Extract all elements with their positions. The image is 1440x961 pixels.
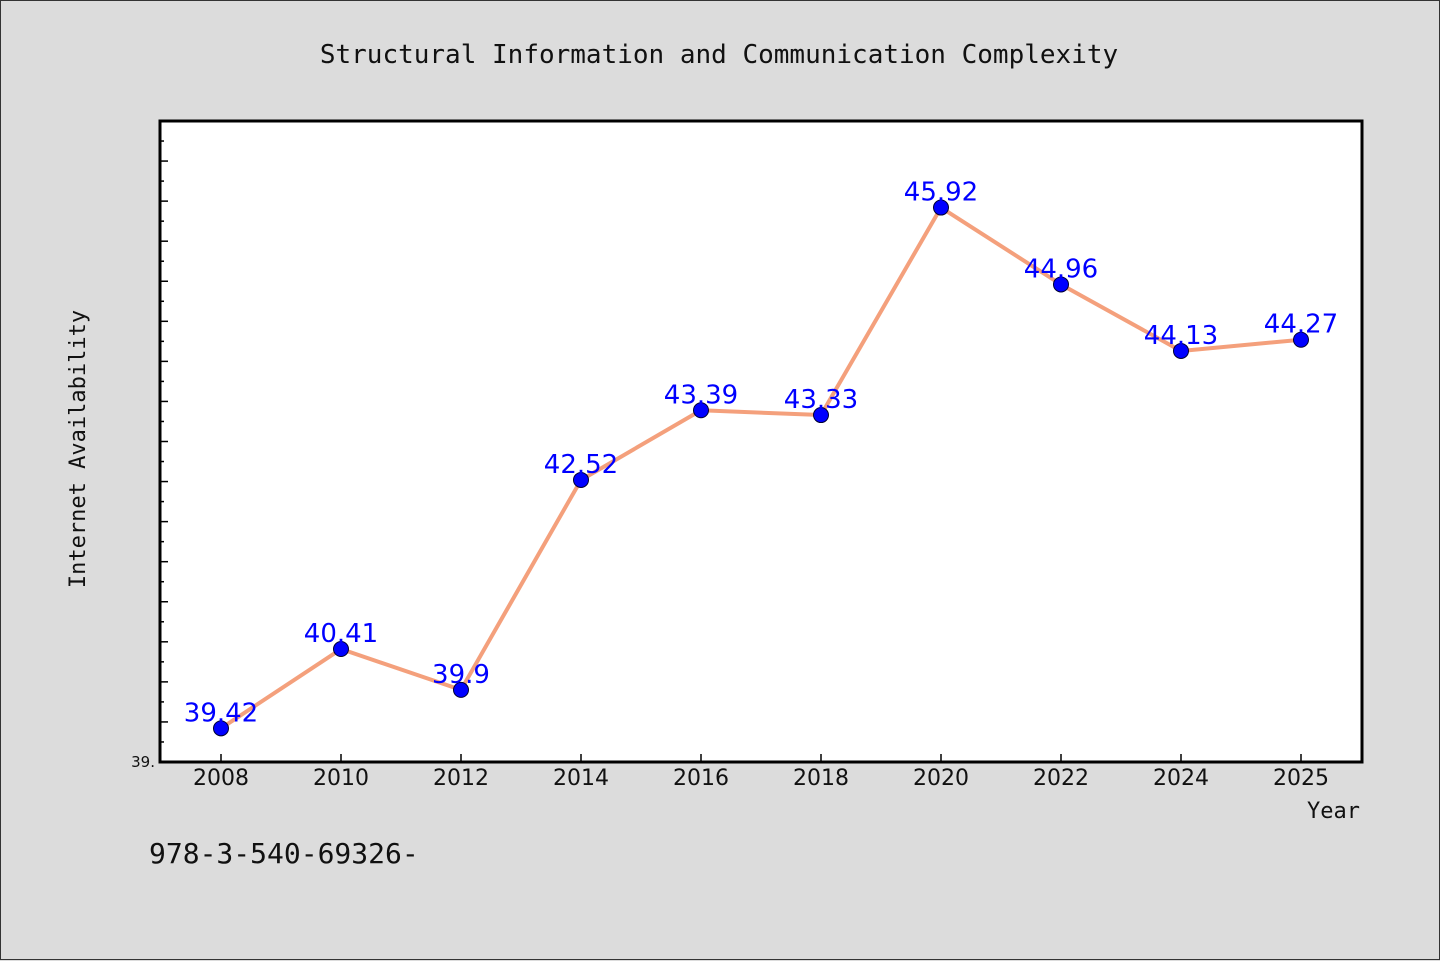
x-tick-label: 2018: [793, 766, 849, 791]
data-label: 44.96: [1024, 254, 1098, 284]
x-tick-label: 2008: [193, 766, 249, 791]
series-line: [219, 205, 1303, 731]
data-point: [693, 402, 709, 419]
data-point: [1053, 276, 1069, 293]
data-point: [933, 199, 949, 216]
x-tick-label: 2022: [1033, 766, 1089, 791]
data-label: 44.27: [1264, 310, 1338, 340]
series-layer: 39.42 40.41 39.9 42.52 43.39 43.33 45.92 44.96 4…: [184, 178, 1338, 737]
data-point: [573, 471, 589, 488]
x-tick-label: 2016: [673, 766, 729, 791]
y-tick-label: 39.: [131, 753, 155, 771]
data-label: 39.42: [184, 698, 258, 728]
data-point: [1173, 342, 1189, 359]
data-point: [213, 720, 229, 737]
y-axis-label: Internet Availability: [66, 310, 91, 588]
data-point: [1293, 331, 1309, 348]
plot-area: [158, 119, 1364, 764]
data-point: [813, 407, 829, 424]
data-point: [333, 641, 349, 658]
data-point: [453, 681, 469, 698]
data-label: 44.13: [1144, 321, 1218, 351]
y-axis-ticks: [160, 120, 168, 763]
x-tick-label: 2020: [913, 766, 969, 791]
x-tick-label: 2010: [313, 766, 369, 791]
footnote-text: 978-3-540-69326-: [149, 837, 419, 870]
data-label: 43.33: [784, 385, 858, 415]
x-tick-label: 2012: [433, 766, 489, 791]
x-tick-label: 2024: [1153, 766, 1209, 791]
x-axis-ticks: 2008 2010 2012 2014 2016 2018 2020 2022 2024 2025: [193, 754, 1329, 791]
data-label: 45.92: [904, 178, 978, 208]
data-label: 40.41: [304, 619, 378, 649]
x-axis-label: Year: [1307, 799, 1360, 824]
data-label: 39.9: [432, 660, 490, 690]
chart-title: Structural Information and Communication…: [320, 40, 1118, 70]
data-label: 43.39: [664, 380, 738, 410]
x-tick-label: 2014: [553, 766, 609, 791]
data-label: 42.52: [544, 450, 618, 480]
x-tick-label: 2025: [1273, 766, 1329, 791]
